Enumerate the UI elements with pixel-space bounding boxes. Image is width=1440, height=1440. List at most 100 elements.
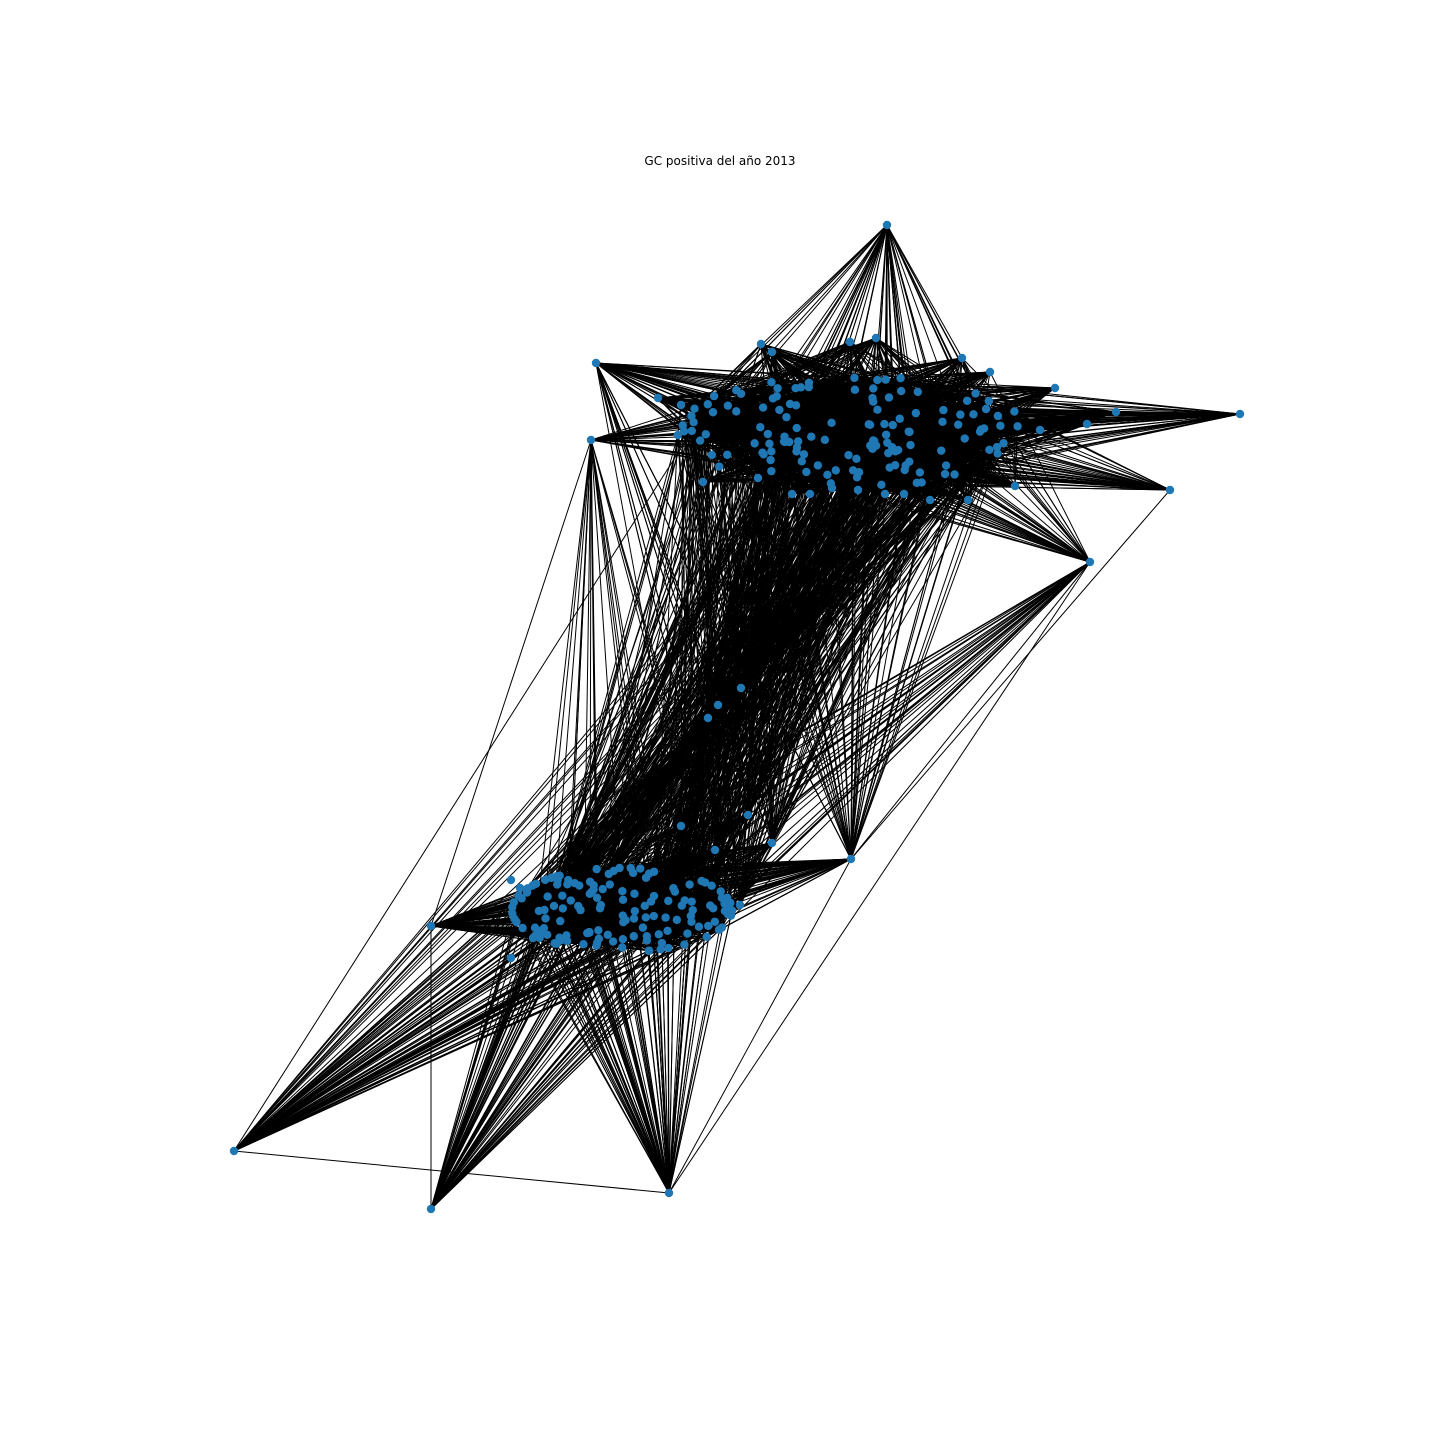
graph-node xyxy=(996,421,1005,430)
graph-edge xyxy=(233,879,559,1152)
graph-edge xyxy=(646,561,1091,941)
graph-edge xyxy=(534,561,1091,937)
graph-edge xyxy=(556,814,749,945)
graph-node xyxy=(915,468,925,477)
graph-node xyxy=(937,446,946,455)
graph-edge xyxy=(684,561,1091,945)
graph-edge xyxy=(589,439,592,882)
graph-edge xyxy=(579,858,852,887)
graph-edge xyxy=(551,561,1091,879)
graph-edge xyxy=(850,449,990,860)
graph-edge xyxy=(668,858,852,1194)
graph-node xyxy=(993,449,1002,458)
graph-node xyxy=(1082,419,1092,429)
graph-edge xyxy=(796,389,856,429)
graph-edge xyxy=(680,464,896,827)
graph-edge xyxy=(712,412,852,860)
graph-edge xyxy=(644,561,1091,907)
graph-edge xyxy=(886,224,987,410)
graph-edge xyxy=(850,561,1091,860)
graph-node xyxy=(690,404,699,413)
graph-node xyxy=(957,353,967,363)
graph-edge xyxy=(661,943,670,1194)
graph-edge xyxy=(668,882,706,1194)
graph-edge xyxy=(668,915,732,1194)
graph-node xyxy=(939,405,948,415)
graph-edge xyxy=(233,452,889,1152)
graph-edge xyxy=(763,454,852,860)
graph-edge xyxy=(561,687,742,897)
graph-node xyxy=(1165,485,1175,495)
graph-edge xyxy=(850,429,982,860)
graph-edge xyxy=(735,390,852,860)
graph-edge xyxy=(850,414,974,860)
graph-edge xyxy=(727,386,802,407)
graph-edge xyxy=(687,561,1091,934)
graph-edge xyxy=(511,913,670,1194)
graph-edge xyxy=(534,439,592,928)
graph-edge xyxy=(668,909,728,1194)
graph-edge xyxy=(430,913,513,1210)
graph-edge xyxy=(740,454,849,689)
graph-edge xyxy=(553,439,592,906)
graph-edge xyxy=(430,885,533,927)
graph-edge xyxy=(707,443,770,719)
graph-node xyxy=(765,439,774,448)
graph-node xyxy=(820,435,830,445)
graph-node xyxy=(999,439,1008,448)
graph-edge xyxy=(595,362,742,689)
graph-edge xyxy=(672,377,902,889)
graph-node xyxy=(767,378,776,387)
graph-edge xyxy=(739,482,918,906)
graph-node xyxy=(1050,383,1060,393)
graph-node xyxy=(767,347,777,357)
graph-edge xyxy=(777,388,852,860)
graph-edge xyxy=(739,449,990,906)
graph-edge xyxy=(586,932,670,1194)
graph-edge xyxy=(430,895,563,1210)
graph-edge xyxy=(1003,442,1091,563)
graph-edge xyxy=(534,935,670,1194)
graph-node xyxy=(1235,409,1245,419)
graph-edge xyxy=(512,561,1091,914)
graph-edge xyxy=(430,898,523,1210)
graph-node xyxy=(826,479,836,488)
graph-edge xyxy=(771,431,910,844)
graph-edge xyxy=(648,950,670,1194)
graph-edge xyxy=(590,439,723,928)
graph-edge xyxy=(771,351,918,393)
graph-edge xyxy=(595,362,852,860)
graph-node xyxy=(925,495,935,505)
graph-node xyxy=(653,393,663,403)
graph-edge xyxy=(668,561,1091,1194)
graph-edge xyxy=(430,904,602,1210)
graph-edge xyxy=(550,704,719,879)
graph-edge xyxy=(830,483,852,860)
graph-node xyxy=(586,435,596,445)
graph-edge xyxy=(680,422,695,827)
graph-node xyxy=(773,384,782,393)
graph-edge xyxy=(595,362,716,851)
graph-node xyxy=(1010,407,1019,416)
graph-edge xyxy=(714,382,772,851)
graph-node xyxy=(938,417,947,427)
graph-node xyxy=(985,367,995,377)
graph-edge xyxy=(731,858,852,911)
graph-edge xyxy=(550,877,670,1194)
graph-edge xyxy=(667,930,670,1194)
graph-node xyxy=(756,339,766,349)
graph-edge xyxy=(233,451,896,1152)
graph-node xyxy=(698,477,708,487)
graph-node xyxy=(880,419,889,429)
graph-edge xyxy=(731,390,902,911)
graph-edge xyxy=(590,439,723,899)
graph-edge xyxy=(1014,426,1019,487)
graph-edge xyxy=(233,465,907,1152)
graph-node xyxy=(673,430,682,440)
graph-node xyxy=(1085,557,1095,567)
graph-node xyxy=(736,389,746,398)
graph-edge xyxy=(527,888,670,1194)
graph-edge xyxy=(430,927,545,1210)
graph-edge xyxy=(800,224,888,388)
graph-edge xyxy=(233,471,807,1152)
